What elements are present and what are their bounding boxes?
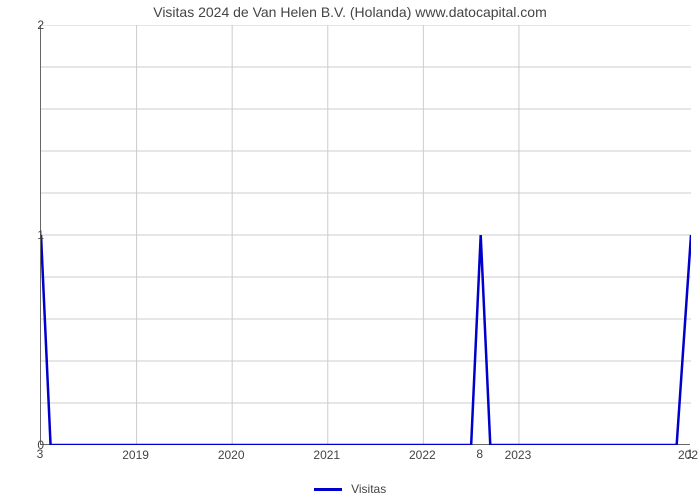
legend-swatch bbox=[314, 488, 342, 491]
plot-area bbox=[40, 25, 690, 445]
plot-svg bbox=[41, 25, 691, 445]
x-tick-label: 2023 bbox=[505, 448, 532, 462]
x-tick-label: 2020 bbox=[218, 448, 245, 462]
x-tick-label: 2022 bbox=[409, 448, 436, 462]
y-tick-label: 1 bbox=[14, 228, 44, 242]
legend-label: Visitas bbox=[351, 482, 386, 496]
chart-title: Visitas 2024 de Van Helen B.V. (Holanda)… bbox=[0, 4, 700, 20]
data-point-marker: 3 bbox=[37, 447, 44, 461]
legend: Visitas bbox=[0, 481, 700, 496]
x-tick-label: 2019 bbox=[122, 448, 149, 462]
x-tick-label: 2021 bbox=[313, 448, 340, 462]
data-point-marker: 1 bbox=[687, 447, 694, 461]
y-tick-label: 2 bbox=[14, 18, 44, 32]
data-point-marker: 8 bbox=[476, 447, 483, 461]
chart-container: Visitas 2024 de Van Helen B.V. (Holanda)… bbox=[0, 0, 700, 500]
